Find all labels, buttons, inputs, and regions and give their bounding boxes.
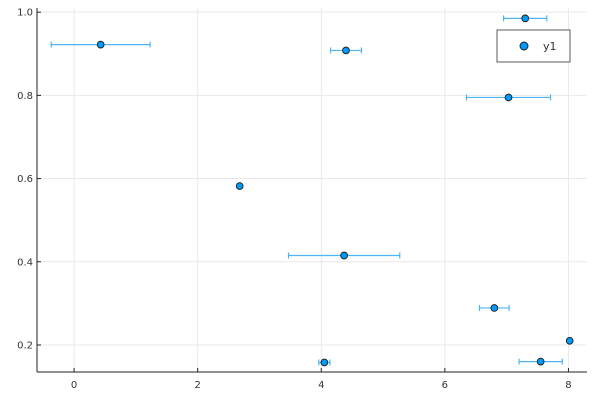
data-points bbox=[96, 14, 574, 367]
data-point bbox=[536, 357, 545, 366]
x-tick-label: 6 bbox=[442, 380, 448, 391]
data-point bbox=[490, 304, 499, 312]
grid-lines bbox=[37, 8, 587, 372]
legend-marker bbox=[519, 41, 529, 51]
x-tick-label: 8 bbox=[565, 380, 571, 391]
y-tick-label: 0.2 bbox=[17, 340, 33, 351]
data-point bbox=[565, 336, 574, 345]
y-tick-label: 0.8 bbox=[17, 91, 33, 102]
legend-box bbox=[496, 29, 571, 63]
legend-label: y1 bbox=[543, 40, 557, 53]
y-tick-label: 0.6 bbox=[17, 174, 33, 185]
data-point bbox=[96, 40, 105, 49]
y-tick-label: 0.4 bbox=[17, 257, 33, 268]
axes bbox=[36, 8, 587, 373]
tick-labels: 0 2 4 6 8 0.2 0.4 0.6 0.8 1.0 bbox=[17, 8, 572, 391]
x-tick-label: 4 bbox=[318, 380, 324, 391]
y-tick-label: 1.0 bbox=[17, 8, 33, 19]
data-point bbox=[235, 182, 244, 190]
data-point bbox=[320, 358, 329, 367]
data-point bbox=[342, 46, 350, 55]
legend: y1 bbox=[496, 29, 571, 63]
data-point bbox=[340, 251, 348, 260]
error-bars bbox=[50, 15, 563, 366]
x-tick-label: 0 bbox=[71, 380, 77, 391]
data-point bbox=[504, 93, 513, 102]
data-point bbox=[521, 14, 530, 23]
x-tick-label: 2 bbox=[194, 380, 200, 391]
